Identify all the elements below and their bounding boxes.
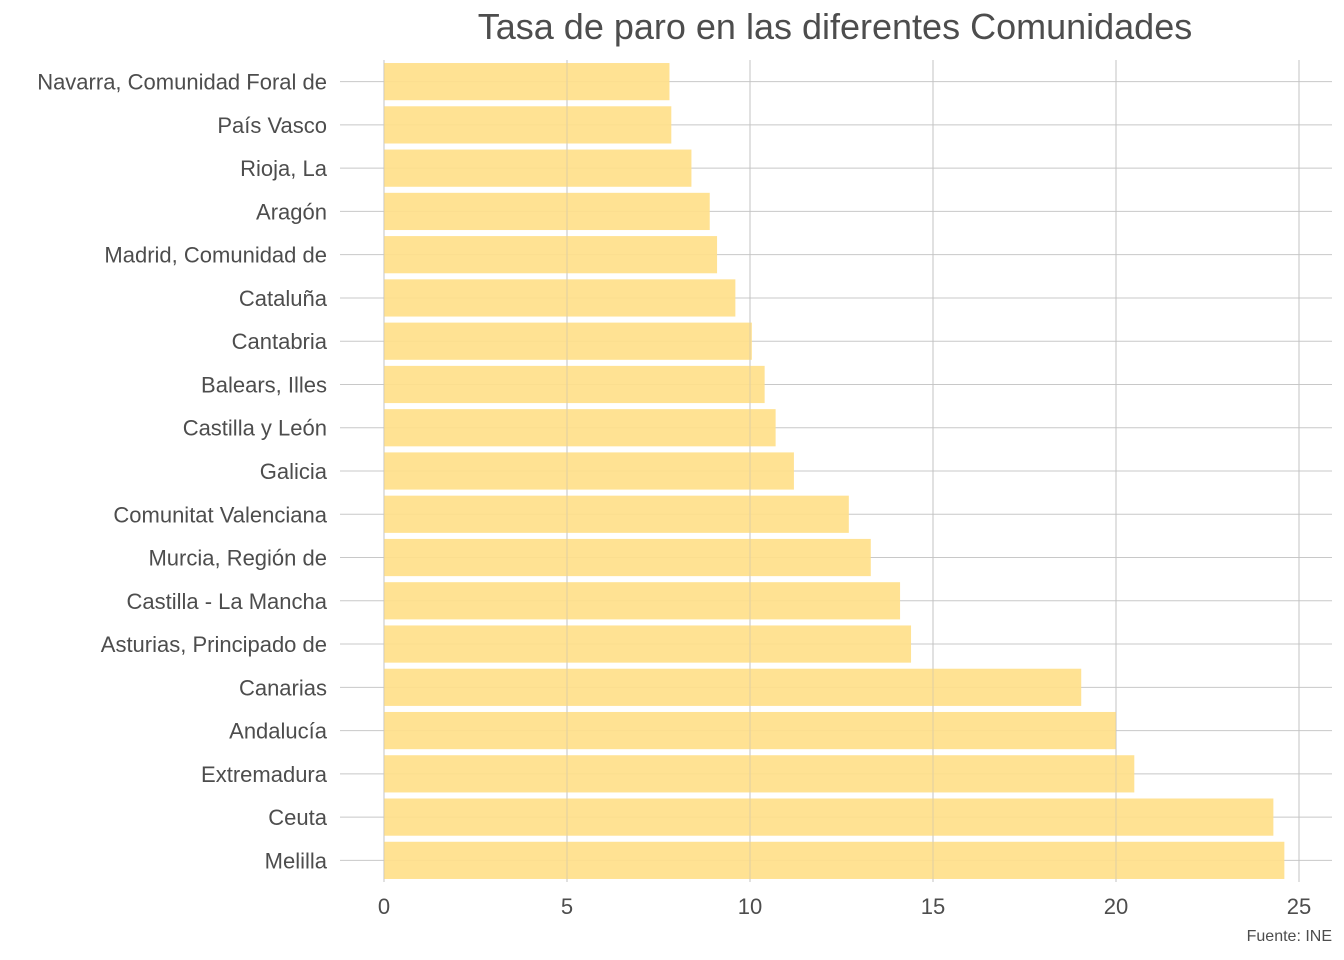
- y-tick-label: Galicia: [260, 459, 328, 484]
- y-tick-label: Rioja, La: [240, 156, 328, 181]
- bar: [384, 236, 718, 274]
- bar: [384, 63, 670, 101]
- x-tick-label: 25: [1287, 894, 1311, 919]
- y-tick-label: Canarias: [239, 675, 327, 700]
- bar: [384, 365, 765, 404]
- y-tick-label: Castilla - La Mancha: [126, 589, 327, 614]
- bar: [384, 841, 1285, 879]
- y-tick-label: País Vasco: [217, 113, 327, 138]
- bar: [384, 538, 871, 577]
- y-tick-label: Ceuta: [268, 805, 327, 830]
- y-tick-label: Andalucía: [229, 719, 328, 744]
- chart-caption: Fuente: INE: [1246, 928, 1332, 945]
- bar: [384, 149, 692, 187]
- bar: [384, 106, 672, 144]
- y-tick-label: Madrid, Comunidad de: [104, 243, 327, 268]
- x-tick-label: 20: [1104, 894, 1128, 919]
- bar: [384, 798, 1274, 836]
- x-tick-label: 15: [921, 894, 945, 919]
- bar: [384, 192, 710, 231]
- bar: [384, 711, 1116, 750]
- bar: [384, 755, 1135, 793]
- bar: [384, 452, 794, 490]
- y-tick-label: Aragón: [256, 199, 327, 224]
- y-tick-label: Extremadura: [201, 762, 328, 787]
- chart-title: Tasa de paro en las diferentes Comunidad…: [477, 6, 1193, 47]
- bar: [384, 582, 901, 620]
- bar: [384, 322, 752, 360]
- bar: [384, 409, 776, 447]
- x-tick-label: 0: [378, 894, 390, 919]
- y-tick-label: Comunitat Valenciana: [113, 502, 327, 527]
- y-tick-label: Cataluña: [239, 286, 328, 311]
- y-tick-label: Cantabria: [232, 329, 328, 354]
- x-tick-label: 5: [561, 894, 573, 919]
- x-tick-label: 10: [738, 894, 762, 919]
- bar: [384, 495, 849, 533]
- bar: [384, 279, 736, 317]
- y-tick-label: Asturias, Principado de: [101, 632, 327, 657]
- bar: [384, 625, 912, 663]
- y-tick-label: Melilla: [265, 848, 328, 873]
- y-tick-label: Castilla y León: [183, 416, 327, 441]
- y-tick-label: Balears, Illes: [201, 372, 327, 397]
- y-tick-label: Navarra, Comunidad Foral de: [37, 70, 327, 95]
- y-tick-label: Murcia, Región de: [148, 546, 327, 571]
- bar: [384, 668, 1082, 706]
